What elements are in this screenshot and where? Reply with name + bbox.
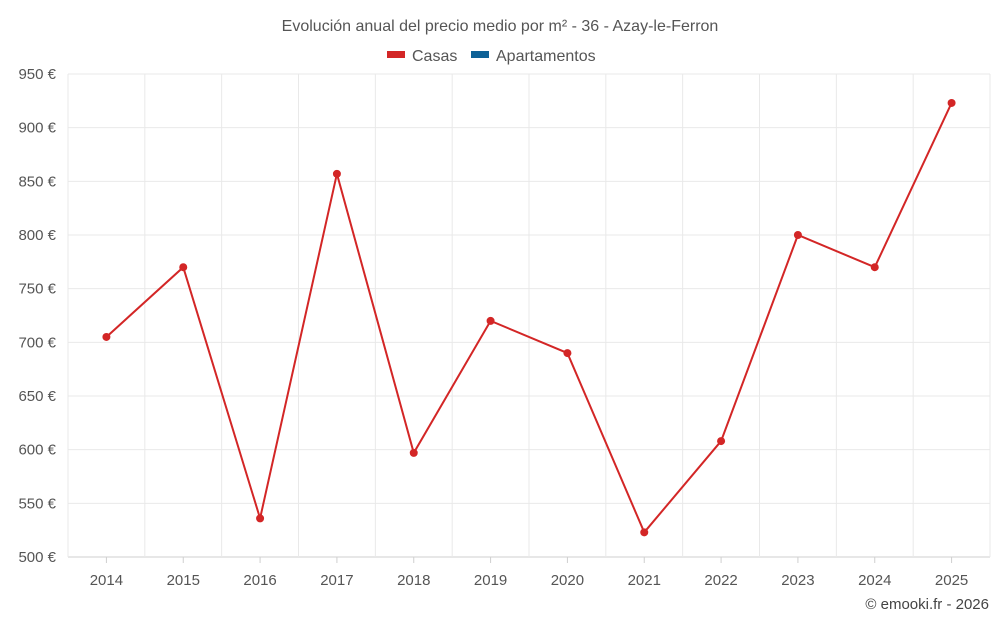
y-tick-label: 850 €	[18, 173, 56, 190]
data-point[interactable]	[486, 316, 495, 325]
y-tick-label: 650 €	[18, 388, 56, 405]
x-tick-label: 2017	[320, 572, 353, 589]
grid	[67, 73, 991, 558]
x-tick-label: 2016	[243, 572, 276, 589]
y-axis: 500 € 550 € 600 € 650 € 700 € 750 € 800 € 850 €…	[18, 66, 56, 566]
y-tick-label: 500 €	[18, 549, 56, 566]
data-point[interactable]	[793, 231, 802, 239]
data-point[interactable]	[256, 514, 265, 523]
data-point[interactable]	[102, 332, 111, 341]
data-point[interactable]	[179, 263, 188, 272]
x-tick-label: 2023	[781, 572, 814, 589]
y-tick-label: 950 €	[18, 66, 56, 83]
x-tick-label: 2020	[551, 572, 584, 589]
legend-label-apartamentos: Apartamentos	[496, 48, 596, 65]
y-tick-label: 900 €	[18, 120, 56, 137]
data-point[interactable]	[409, 448, 418, 457]
x-tick-label: 2021	[628, 572, 661, 589]
data-point[interactable]	[640, 528, 649, 537]
data-point[interactable]	[717, 437, 726, 446]
x-tick-label: 2024	[858, 572, 891, 589]
x-axis: 2014 2015 2016 2017 2018 2019 2020 2021 2022 2023…	[90, 557, 968, 589]
x-tick-label: 2018	[397, 572, 430, 589]
data-point[interactable]	[332, 169, 341, 178]
legend-swatch-apartamentos	[471, 51, 489, 58]
series-casas	[102, 98, 956, 537]
x-tick-label: 2022	[704, 572, 737, 589]
x-tick-label: 2014	[90, 572, 123, 589]
legend: Casas Apartamentos	[387, 48, 596, 65]
data-point[interactable]	[947, 98, 956, 107]
data-point[interactable]	[870, 263, 879, 272]
y-tick-label: 550 €	[18, 495, 56, 512]
series-line	[105, 102, 953, 535]
legend-label-casas: Casas	[412, 48, 457, 65]
y-tick-label: 750 €	[18, 281, 56, 298]
data-point[interactable]	[563, 349, 572, 358]
chart-title: Evolución anual del precio medio por m² …	[282, 18, 719, 35]
x-tick-label: 2025	[935, 572, 968, 589]
credit-text: © emooki.fr - 2026	[865, 596, 989, 613]
legend-item-casas[interactable]: Casas	[387, 48, 457, 65]
legend-item-apartamentos[interactable]: Apartamentos	[471, 48, 596, 65]
y-tick-label: 800 €	[18, 227, 56, 244]
y-tick-label: 700 €	[18, 334, 56, 351]
x-tick-label: 2015	[167, 572, 200, 589]
legend-swatch-casas	[387, 51, 405, 58]
x-tick-label: 2019	[474, 572, 507, 589]
y-tick-label: 600 €	[18, 442, 56, 459]
